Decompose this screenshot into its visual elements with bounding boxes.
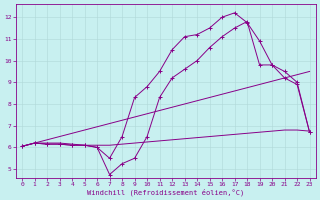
X-axis label: Windchill (Refroidissement éolien,°C): Windchill (Refroidissement éolien,°C)	[87, 188, 244, 196]
